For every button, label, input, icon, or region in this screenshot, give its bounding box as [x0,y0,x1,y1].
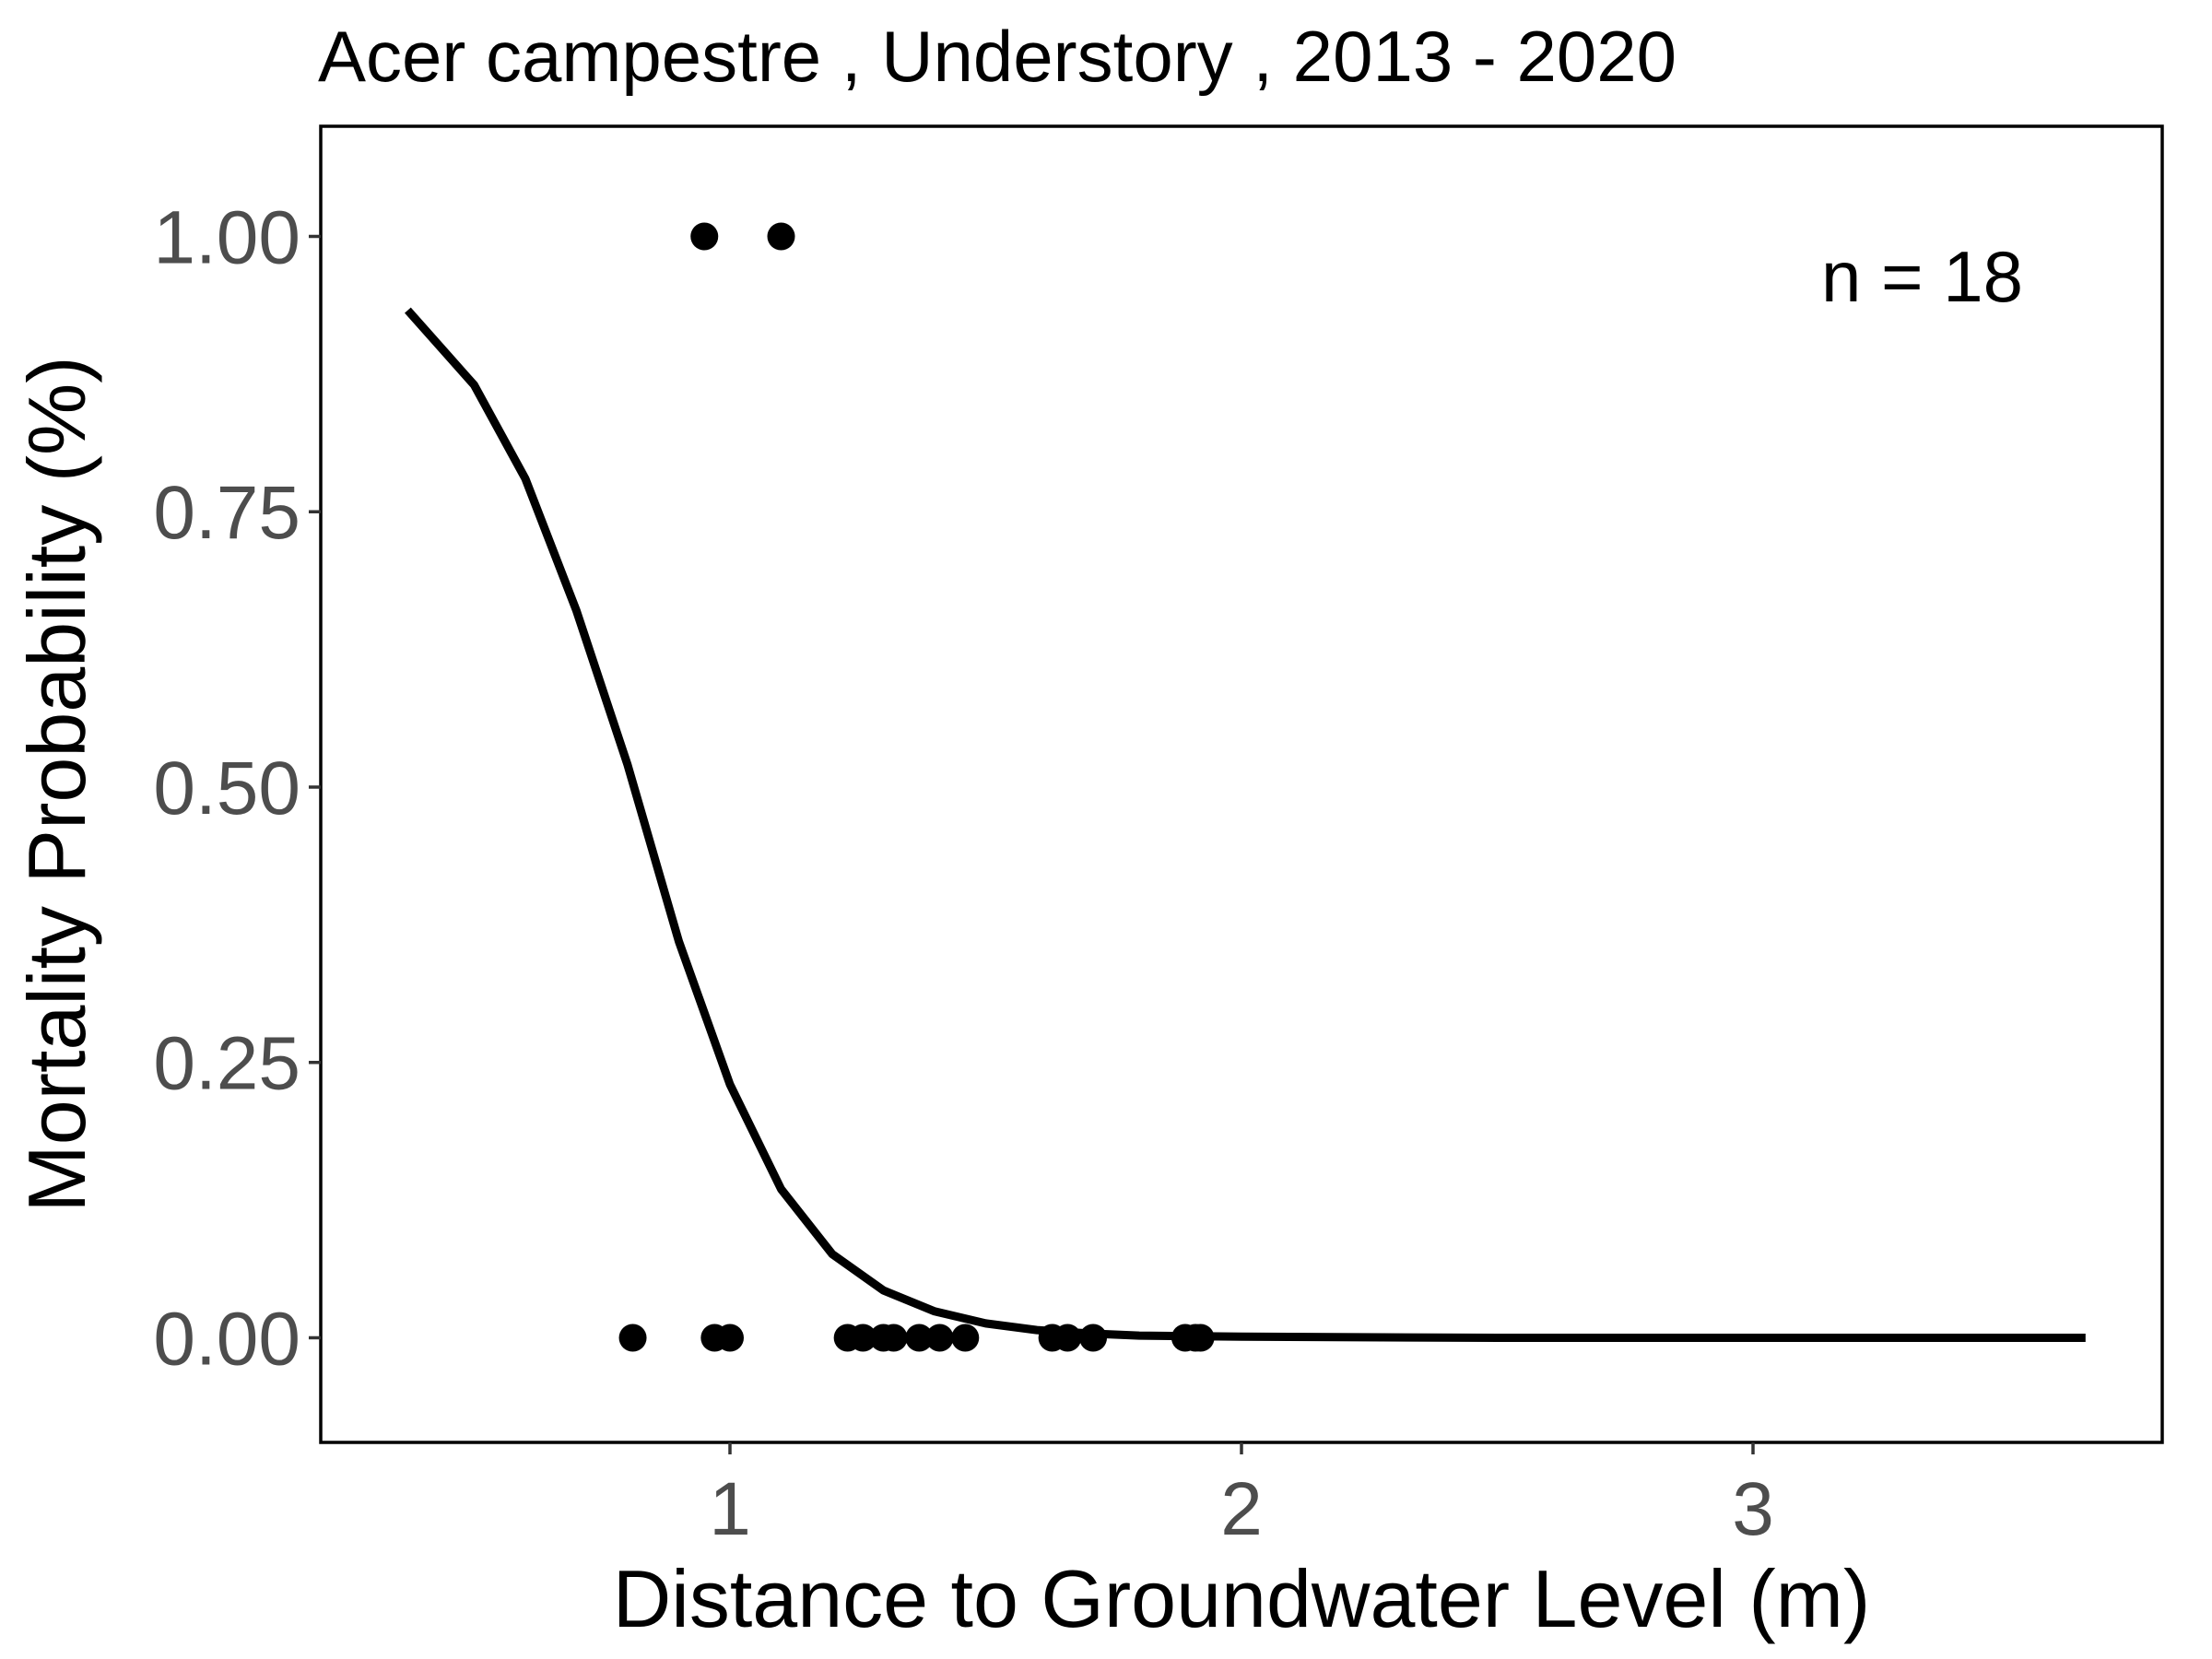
data-point [879,1324,908,1352]
sample-size-annotation: n = 18 [1821,236,2023,317]
data-point [1079,1324,1108,1352]
y-axis: 0.00 0.25 0.50 0.75 1.00 [153,195,321,1381]
x-tick-label: 1 [709,1467,751,1551]
data-point [925,1324,954,1352]
fitted-curve [405,307,2086,1342]
chart-title: Acer campestre , Understory , 2013 - 202… [318,16,1677,97]
data-point [1053,1324,1082,1352]
data-point [767,222,795,251]
x-axis-title: Distance to Groundwater Level (m) [613,1553,1871,1644]
data-point [690,222,719,251]
x-tick-label: 3 [1732,1467,1774,1551]
x-axis: 1 2 3 [709,1442,1774,1551]
x-tick-label: 2 [1220,1467,1263,1551]
y-tick-label: 0.25 [153,1022,300,1106]
data-point [905,1324,934,1352]
y-tick-label: 0.00 [153,1297,300,1381]
data-point [951,1324,980,1352]
data-point [1186,1324,1215,1352]
y-tick-label: 1.00 [153,195,300,279]
y-tick-label: 0.75 [153,471,300,555]
data-point [716,1324,744,1352]
y-axis-title: Mortality Probability (%) [11,356,102,1212]
data-point [849,1324,877,1352]
data-layer [405,222,2086,1352]
y-tick-label: 0.50 [153,747,300,830]
data-point [618,1324,647,1352]
